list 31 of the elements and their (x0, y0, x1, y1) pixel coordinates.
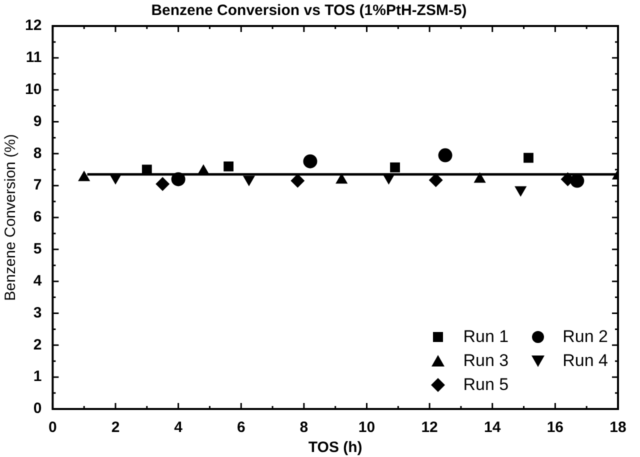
x-tick-label: 12 (421, 419, 438, 436)
x-tick-label: 14 (484, 419, 502, 436)
x-tick-label: 2 (111, 419, 120, 436)
y-tick-label: 10 (24, 80, 42, 98)
legend-label: Run 3 (463, 351, 509, 371)
y-tick-label: 2 (33, 336, 42, 354)
x-tick-label: 10 (358, 419, 376, 436)
legend-label: Run 1 (463, 327, 509, 347)
y-tick-label: 4 (33, 272, 42, 290)
legend-label: Run 5 (463, 375, 509, 395)
y-tick-label: 6 (33, 208, 42, 226)
chart-title: Benzene Conversion vs TOS (1%PtH-ZSM-5) (151, 2, 467, 20)
y-tick-label: 8 (33, 144, 42, 162)
y-tick-label: 0 (33, 400, 42, 418)
y-axis-title: Benzene Conversion (%) (2, 134, 20, 301)
legend-label: Run 4 (562, 351, 608, 371)
x-tick-label: 8 (300, 419, 308, 436)
x-tick-label: 18 (610, 419, 626, 436)
x-tick-label: 16 (546, 419, 564, 436)
y-tick-label: 9 (33, 112, 42, 130)
y-tick-label: 5 (33, 240, 42, 258)
legend-label: Run 2 (562, 327, 608, 347)
x-tick-label: 6 (236, 419, 246, 436)
y-tick-label: 1 (33, 368, 42, 386)
x-axis-title: TOS (h) (308, 439, 362, 456)
y-tick-label: 12 (24, 17, 42, 34)
x-tick-label: 0 (48, 419, 57, 436)
x-tick-label: 4 (174, 419, 184, 436)
y-tick-label: 3 (33, 304, 42, 322)
y-tick-label: 11 (26, 49, 42, 66)
y-tick-label: 7 (33, 176, 42, 194)
